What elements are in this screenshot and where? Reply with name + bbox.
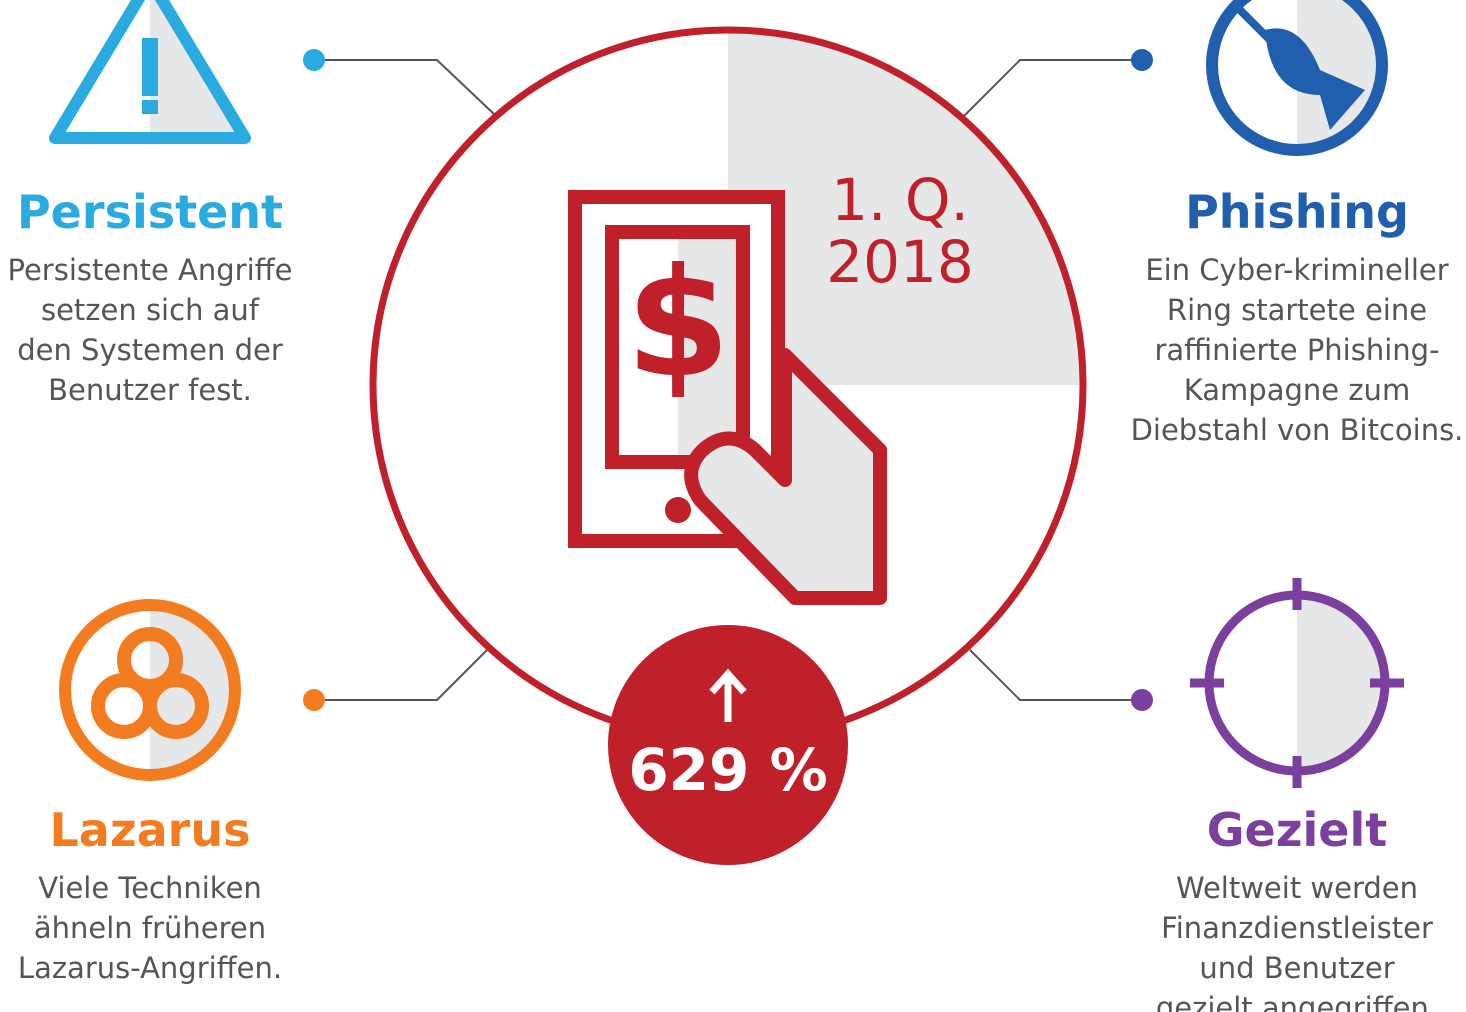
item-text: Ring startete eine xyxy=(1167,293,1427,327)
svg-text:$: $ xyxy=(626,237,730,411)
dot xyxy=(1131,689,1153,711)
item-text: Kampagne zum xyxy=(1184,373,1410,407)
phone-icon: $ xyxy=(568,190,887,605)
period: 1. Q. xyxy=(831,166,969,234)
item-text: Finanzdienstleister xyxy=(1161,911,1433,945)
warning-icon xyxy=(49,0,251,144)
item-text: Persistente Angriffe xyxy=(8,253,293,287)
dot xyxy=(303,689,325,711)
item-text: und Benutzer xyxy=(1199,951,1394,985)
item-text: gezielt angegriffen. xyxy=(1156,991,1438,1012)
item-title: Persistent xyxy=(17,185,283,239)
item-title: Lazarus xyxy=(50,803,251,857)
stat-badge xyxy=(608,625,848,865)
item-text: Weltweit werden xyxy=(1176,871,1418,905)
item-text: den Systemen der xyxy=(17,333,283,367)
item-title: Phishing xyxy=(1185,185,1409,239)
item-text: ähneln früheren xyxy=(34,911,266,945)
item-text: Viele Techniken xyxy=(38,871,262,905)
item-text: Benutzer fest. xyxy=(48,373,252,407)
biohazard-icon xyxy=(59,599,241,781)
dot xyxy=(1131,49,1153,71)
dot xyxy=(303,49,325,71)
target-icon xyxy=(1190,578,1404,788)
stat: 629 % xyxy=(628,736,827,804)
period: 2018 xyxy=(826,228,974,296)
item-text: raffinierte Phishing- xyxy=(1154,333,1439,367)
item-title: Gezielt xyxy=(1207,803,1387,857)
item-text: Lazarus-Angriffen. xyxy=(18,951,282,985)
item-text: Ein Cyber-krimineller xyxy=(1145,253,1448,287)
item-text: Diebstahl von Bitcoins. xyxy=(1131,413,1464,447)
connectors xyxy=(314,59,1142,701)
item-text: setzen sich auf xyxy=(41,293,260,327)
phishing-icon xyxy=(1206,0,1388,156)
arrow-up xyxy=(709,668,747,722)
